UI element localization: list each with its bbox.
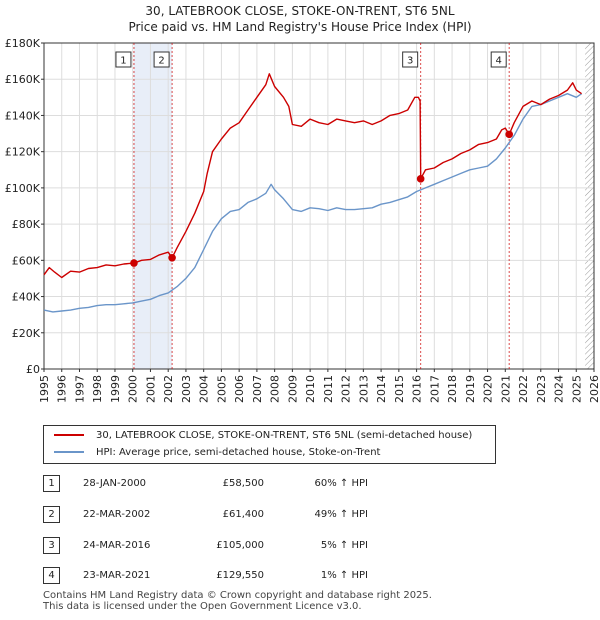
hatched-region [585, 43, 594, 369]
y-tick-label: £80K [12, 218, 41, 231]
x-tick-label: 2004 [198, 375, 211, 403]
x-tick-label: 2007 [251, 375, 264, 403]
sale-date-2: 22-MAR-2002 [83, 509, 151, 520]
chart-badge-box-2 [153, 51, 170, 68]
y-tick-label: £0 [26, 363, 40, 376]
sale-hpi-3: 5% ↑ HPI [320, 540, 368, 551]
x-tick-label: 2010 [304, 375, 317, 403]
x-tick-label: 2012 [340, 375, 353, 403]
legend-item-property: 30, LATEBROOK CLOSE, STOKE-ON-TRENT, ST6… [54, 428, 472, 444]
y-tick-label: £120K [5, 146, 41, 159]
legend-label-hpi: HPI: Average price, semi-detached house,… [96, 447, 381, 458]
legend: 30, LATEBROOK CLOSE, STOKE-ON-TRENT, ST6… [43, 425, 496, 464]
x-tick-label: 1998 [91, 375, 104, 403]
sale-hpi-1: 60% ↑ HPI [314, 478, 368, 489]
x-tick-label: 2024 [553, 375, 566, 403]
chart-badge-1: 1 [120, 56, 126, 67]
x-tick-label: 2020 [482, 375, 495, 403]
sale-badge-1: 1 [43, 475, 60, 492]
x-tick-label: 1995 [38, 375, 51, 403]
footer-line-2: This data is licensed under the Open Gov… [43, 601, 362, 612]
sale-price-1: £58,500 [222, 478, 264, 489]
footer-line-1: Contains HM Land Registry data © Crown c… [43, 590, 432, 601]
sale-marker-1 [130, 259, 138, 267]
sale-price-2: £61,400 [222, 509, 264, 520]
sale-badge-2: 2 [43, 506, 60, 523]
property-price-line [43, 73, 582, 279]
x-tick-label: 2019 [464, 375, 477, 403]
chart-badge-box-3 [402, 51, 419, 68]
legend-label-property: 30, LATEBROOK CLOSE, STOKE-ON-TRENT, ST6… [96, 430, 473, 441]
x-tick-label: 2016 [411, 375, 424, 403]
x-tick-label: 2025 [570, 375, 583, 403]
sale-badge-4: 4 [43, 567, 60, 584]
x-tick-label: 1997 [73, 375, 86, 403]
chart-badge-3: 3 [407, 56, 413, 67]
hpi-line [43, 93, 582, 313]
x-tick-label: 2015 [393, 375, 406, 403]
y-tick-label: £20K [12, 327, 41, 340]
x-tick-label: 2002 [162, 375, 175, 403]
sale-hpi-2: 49% ↑ HPI [314, 509, 368, 520]
x-tick-label: 2000 [127, 375, 140, 403]
x-tick-label: 1999 [109, 375, 122, 403]
x-tick-label: 2003 [180, 375, 193, 403]
x-tick-label: 2022 [517, 375, 530, 403]
x-tick-label: 2013 [357, 375, 370, 403]
x-tick-label: 2021 [499, 375, 512, 403]
footer: Contains HM Land Registry data © Crown c… [43, 590, 432, 612]
chart-title: 30, LATEBROOK CLOSE, STOKE-ON-TRENT, ST6… [145, 4, 455, 18]
sale-price-3: £105,000 [216, 540, 264, 551]
chart-badge-2: 2 [158, 56, 164, 67]
price-chart: £0 £20K £40K £60K £80K £100K £120K £140K £160K £1… [5, 37, 600, 403]
y-tick-label: £140K [5, 109, 41, 122]
y-tick-label: £40K [12, 291, 41, 304]
chart-badge-4: 4 [496, 56, 502, 67]
sale-date-3: 24-MAR-2016 [83, 540, 151, 551]
x-tick-label: 2023 [535, 375, 548, 403]
plot-frame [43, 42, 595, 370]
x-tick-label: 1996 [56, 375, 69, 403]
y-tick-label: £160K [5, 73, 41, 86]
sale-badge-3: 3 [43, 537, 60, 554]
x-tick-label: 2008 [269, 375, 282, 403]
y-tick-label: £180K [5, 37, 41, 50]
x-tick-label: 2011 [322, 375, 335, 403]
sale-price-4: £129,550 [216, 570, 264, 581]
sale-marker-4 [505, 130, 513, 139]
x-tick-label: 2001 [144, 375, 157, 403]
x-tick-label: 2006 [233, 375, 246, 403]
sale-date-1: 28-JAN-2000 [83, 478, 147, 489]
sale-marker-2 [168, 253, 176, 262]
x-tick-label: 2017 [428, 375, 441, 403]
x-tick-label: 2009 [286, 375, 299, 403]
shaded-band-1 [133, 43, 173, 369]
sale-marker-3 [416, 175, 425, 183]
chart-subtitle: Price paid vs. HM Land Registry's House … [128, 20, 472, 34]
legend-swatch-property [54, 434, 84, 436]
chart-badge-box-1 [115, 51, 132, 68]
sale-hpi-4: 1% ↑ HPI [320, 570, 368, 581]
sale-date-4: 23-MAR-2021 [83, 570, 151, 581]
y-tick-label: £60K [12, 254, 41, 267]
chart-badge-box-4 [490, 51, 507, 68]
chart-title-block: 30, LATEBROOK CLOSE, STOKE-ON-TRENT, ST6… [0, 3, 600, 35]
x-tick-label: 2018 [446, 375, 459, 403]
x-tick-label: 2005 [215, 375, 228, 403]
legend-swatch-hpi [54, 451, 84, 453]
legend-item-hpi: HPI: Average price, semi-detached house,… [54, 445, 380, 461]
y-tick-label: £100K [5, 182, 41, 195]
x-tick-label: 2026 [588, 375, 600, 403]
x-tick-label: 2014 [375, 375, 388, 403]
